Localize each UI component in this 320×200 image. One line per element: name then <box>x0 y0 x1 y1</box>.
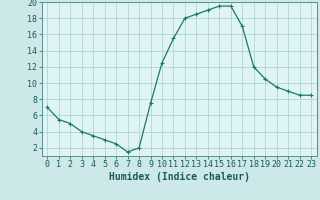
X-axis label: Humidex (Indice chaleur): Humidex (Indice chaleur) <box>109 172 250 182</box>
